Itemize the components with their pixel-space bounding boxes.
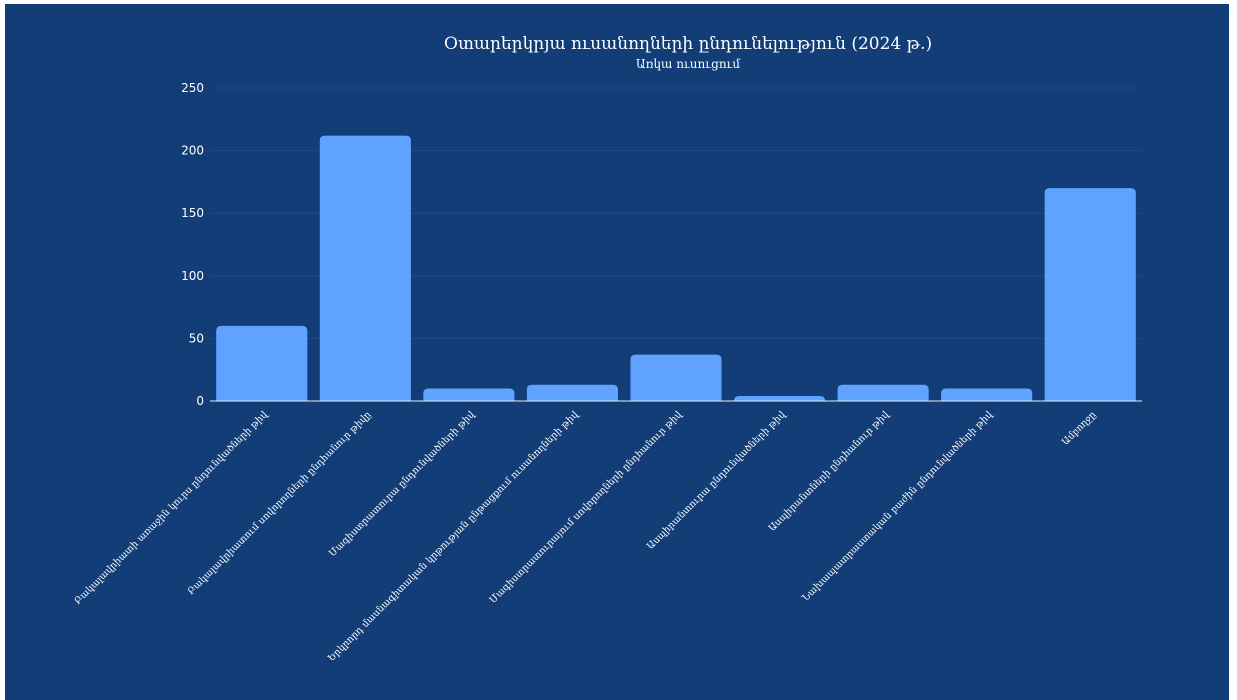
x-tick-label: Ասպիրանտների ընդհանուր թիվ (767, 409, 892, 534)
x-tick-label: Երկրորդ մասնագիտական կրթության ընթացքում… (326, 409, 581, 664)
bars (210, 135, 1142, 402)
bar (1044, 188, 1136, 401)
bar (630, 354, 722, 401)
bar (733, 395, 826, 401)
bar (319, 135, 411, 402)
x-axis: Բակալավրիատի առաջին կուրս ընդունվածների … (72, 409, 1098, 664)
y-tick-label: 150 (181, 206, 204, 220)
chart-title: Օտարերկրյա ուսանողների ընդունելություն (… (444, 34, 932, 54)
bar-chart: Օտարերկրյա ուսանողների ընդունելություն (… (72, 34, 1142, 664)
x-tick-label: Ամբողջը (1060, 409, 1098, 447)
x-tick-label: Բակալավրիատի առաջին կուրս ընդունվածների … (72, 409, 270, 607)
y-tick-label: 250 (181, 81, 204, 95)
x-tick-label: Նախապատրաստական բաժին ընդունվածների թիվ (800, 409, 996, 605)
chart-panel: Օտարերկրյա ուսանողների ընդունելություն (… (5, 4, 1229, 700)
bar (423, 388, 515, 401)
bar (837, 384, 929, 401)
y-tick-label: 50 (189, 331, 204, 345)
chart-subtitle: Առկա ուսուցում (636, 57, 741, 71)
y-tick-label: 200 (181, 144, 204, 158)
x-tick-label: Բակալավրիատում սովորողների ընդհանուր թիվ… (186, 409, 374, 597)
bar (216, 325, 308, 401)
y-tick-label: 100 (181, 269, 204, 283)
bar (941, 388, 1033, 401)
y-axis: 0 50 100 150 200 250 (181, 81, 204, 408)
x-tick-label: Մագիստրատուրայում սովորողների ընդհանուր … (488, 409, 685, 606)
y-tick-label: 0 (196, 394, 204, 408)
bar (526, 384, 619, 401)
